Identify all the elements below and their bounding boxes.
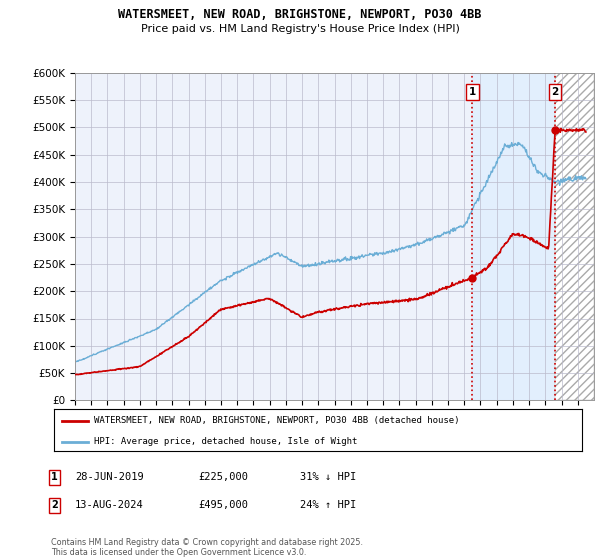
- Text: 1: 1: [469, 87, 476, 97]
- Text: WATERSMEET, NEW ROAD, BRIGHSTONE, NEWPORT, PO30 4BB: WATERSMEET, NEW ROAD, BRIGHSTONE, NEWPOR…: [118, 8, 482, 21]
- Text: 2: 2: [551, 87, 559, 97]
- Text: 13-AUG-2024: 13-AUG-2024: [75, 500, 144, 510]
- Text: 28-JUN-2019: 28-JUN-2019: [75, 472, 144, 482]
- Text: 1: 1: [51, 472, 58, 482]
- Text: 31% ↓ HPI: 31% ↓ HPI: [300, 472, 356, 482]
- Bar: [555, 73, 594, 400]
- Text: WATERSMEET, NEW ROAD, BRIGHSTONE, NEWPORT, PO30 4BB (detached house): WATERSMEET, NEW ROAD, BRIGHSTONE, NEWPOR…: [94, 416, 459, 425]
- Text: Price paid vs. HM Land Registry's House Price Index (HPI): Price paid vs. HM Land Registry's House …: [140, 24, 460, 34]
- Bar: [472, 73, 555, 400]
- Text: Contains HM Land Registry data © Crown copyright and database right 2025.
This d: Contains HM Land Registry data © Crown c…: [51, 538, 363, 557]
- Text: 2: 2: [51, 500, 58, 510]
- Text: 24% ↑ HPI: 24% ↑ HPI: [300, 500, 356, 510]
- Bar: [555, 73, 594, 400]
- Text: HPI: Average price, detached house, Isle of Wight: HPI: Average price, detached house, Isle…: [94, 437, 357, 446]
- Text: £225,000: £225,000: [198, 472, 248, 482]
- Text: £495,000: £495,000: [198, 500, 248, 510]
